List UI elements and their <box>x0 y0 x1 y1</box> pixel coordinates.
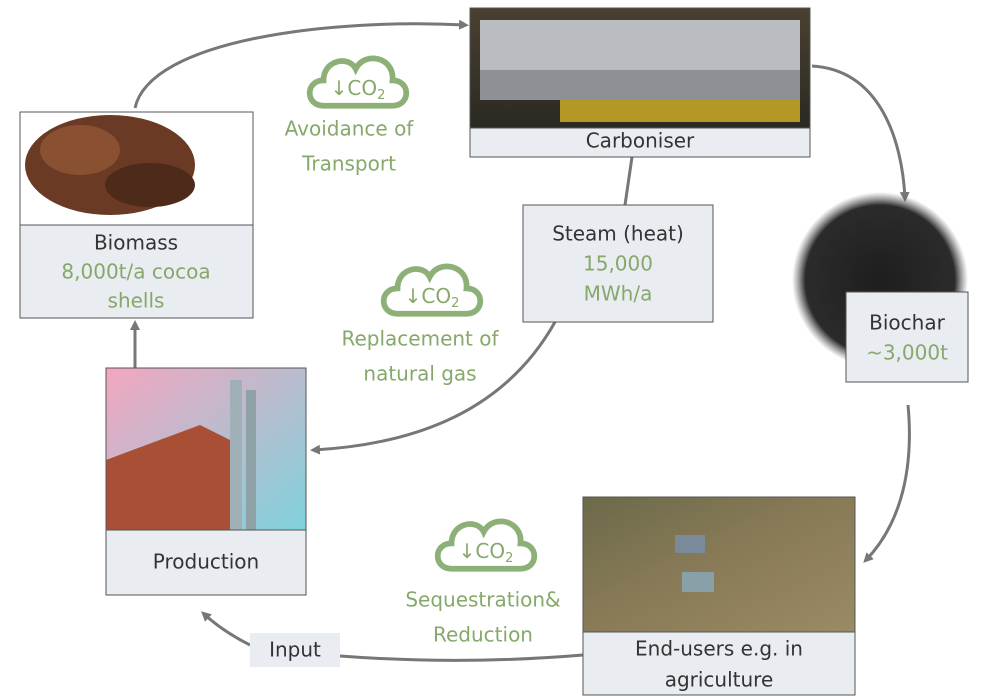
connector <box>625 157 632 205</box>
diagram: Carboniser Biochar ~3,000t End-users e.g. i… <box>0 0 989 699</box>
co2-caption: natural gas <box>363 362 476 386</box>
co2-caption: Reduction <box>433 623 533 647</box>
co2-subscript: 2 <box>505 551 513 566</box>
co2-caption: Transport <box>301 152 396 176</box>
arrow <box>204 614 250 645</box>
field-photo <box>583 497 855 632</box>
label: Production <box>153 550 259 574</box>
input-label: Input <box>269 638 321 662</box>
arrow <box>135 24 465 108</box>
co2-symbol-text: ↓CO <box>405 284 451 308</box>
carboniser-photo <box>470 8 810 128</box>
factory-photo <box>106 368 306 530</box>
arrow <box>812 66 905 198</box>
arrow <box>340 655 583 660</box>
arrow <box>866 405 909 560</box>
detail: 15,000 <box>583 252 653 276</box>
co2-subscript: 2 <box>377 88 385 103</box>
label: Biochar <box>869 311 945 335</box>
co2-symbol: ↓CO2 <box>459 539 514 566</box>
label: End-users e.g. in <box>635 637 803 661</box>
detail: shells <box>108 289 165 313</box>
co2-caption: Sequestration& <box>405 588 560 612</box>
label: agriculture <box>665 668 774 692</box>
co2-symbol-text: ↓CO <box>459 539 505 563</box>
biomass-photo <box>20 112 253 225</box>
co2-symbol-text: ↓CO <box>331 76 377 100</box>
detail: ~3,000t <box>866 341 948 365</box>
label: Steam (heat) <box>552 222 684 246</box>
label: Biomass <box>94 231 178 255</box>
label: Carboniser <box>586 129 695 153</box>
co2-subscript: 2 <box>451 296 459 311</box>
co2-symbol: ↓CO2 <box>405 284 460 311</box>
co2-caption: Avoidance of <box>285 117 415 141</box>
label-box <box>846 292 968 382</box>
detail: 8,000t/a cocoa <box>61 260 210 284</box>
co2-caption: Replacement of <box>341 327 499 351</box>
detail: MWh/a <box>584 282 653 306</box>
co2-symbol: ↓CO2 <box>331 76 386 103</box>
